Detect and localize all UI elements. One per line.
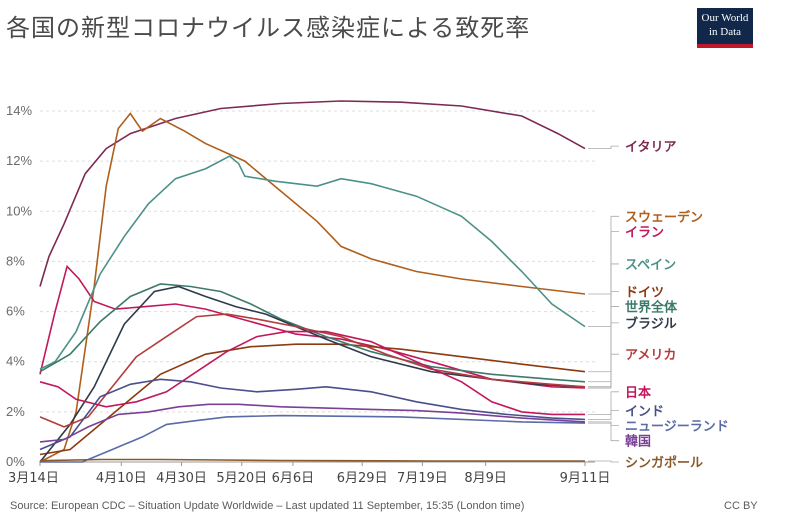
series-label[interactable]: ドイツ [625, 286, 664, 301]
series-label[interactable]: アメリカ [625, 348, 676, 363]
series-label[interactable]: スペイン [625, 258, 676, 273]
series-line[interactable] [39, 403, 586, 443]
x-tick-label: 4月30日 [156, 471, 207, 486]
x-tick-label: 9月11日 [560, 471, 611, 486]
label-connector [588, 145, 619, 150]
y-tick-label: 6% [6, 304, 25, 319]
label-connector [588, 410, 619, 420]
license-link[interactable]: CC BY [724, 500, 758, 512]
series-line[interactable] [39, 458, 585, 462]
x-tick-label: 5月20日 [216, 471, 267, 486]
x-tick-label: 6月29日 [337, 471, 388, 486]
series-labels: イタリアスウェーデンイランスペインドイツ世界全体ブラジルアメリカ日本インドニュー… [588, 140, 729, 471]
label-connector [588, 391, 619, 415]
series-line[interactable] [39, 285, 586, 463]
logo-line-2: in Data [708, 26, 742, 38]
y-tick-label: 0% [6, 454, 25, 469]
x-tick-label: 7月19日 [397, 471, 448, 486]
series-line[interactable] [39, 378, 586, 451]
series-line[interactable] [39, 100, 586, 287]
label-connector [588, 230, 619, 389]
series-line[interactable] [39, 112, 586, 463]
series-line[interactable] [39, 264, 586, 389]
label-connector [588, 322, 619, 388]
label-connector [588, 422, 619, 427]
y-axis: 0% 2% 4% 6% 8% 10% 12% 14% [6, 103, 32, 469]
label-connector [588, 353, 619, 388]
x-axis: 3月14日 4月10日 4月30日 5月20日 6月6日 6月29日 7月19日 8月9日 9月… [8, 462, 610, 486]
label-connector [588, 263, 619, 328]
series-lines [39, 100, 586, 463]
series-label[interactable]: イタリア [625, 140, 676, 155]
source-note: Source: European CDC – Situation Update … [10, 500, 525, 512]
series-label[interactable]: シンガポール [625, 455, 703, 471]
series-line[interactable] [39, 283, 586, 383]
chart-title: 各国の新型コロナウイルス感染症による致死率 [6, 14, 531, 42]
x-tick-label: 4月10日 [96, 471, 147, 486]
series-label[interactable]: スウェーデン [625, 209, 703, 225]
series-line[interactable] [39, 330, 585, 416]
label-connector [588, 291, 619, 373]
logo-line-1: Our World [701, 12, 749, 24]
label-connector [588, 215, 619, 295]
series-label[interactable]: イラン [625, 225, 664, 240]
label-connector [588, 306, 619, 383]
series-line[interactable] [39, 313, 586, 428]
series-label[interactable]: 世界全体 [625, 300, 678, 316]
x-tick-label: 6月6日 [272, 471, 315, 486]
series-label[interactable]: 韓国 [625, 434, 651, 450]
series-line[interactable] [39, 343, 586, 456]
y-tick-label: 10% [6, 203, 32, 218]
y-tick-label: 12% [6, 153, 32, 168]
x-tick-label: 8月9日 [464, 471, 507, 486]
series-label[interactable]: インド [625, 405, 664, 420]
series-label[interactable]: 日本 [625, 385, 651, 401]
x-tick-label: 3月14日 [8, 471, 59, 486]
series-line[interactable] [39, 155, 586, 370]
y-tick-label: 4% [6, 354, 25, 369]
y-tick-label: 8% [6, 253, 25, 268]
label-connector [588, 421, 619, 442]
series-line[interactable] [40, 414, 586, 463]
series-label[interactable]: ブラジル [625, 316, 677, 332]
y-tick-label: 2% [6, 404, 25, 419]
label-connector [588, 460, 619, 463]
owid-logo[interactable]: Our World in Data [697, 8, 753, 48]
y-tick-label: 14% [6, 103, 32, 118]
series-label[interactable]: ニュージーランド [625, 420, 729, 435]
